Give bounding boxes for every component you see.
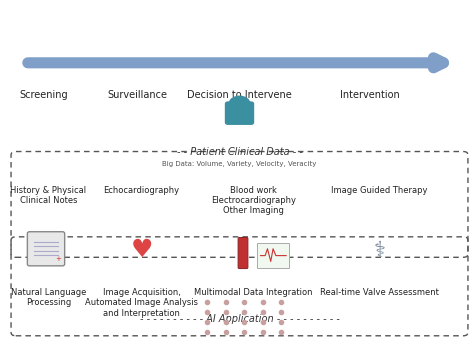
Text: Blood work
Electrocardiography
Other Imaging: Blood work Electrocardiography Other Ima… (211, 186, 296, 215)
FancyBboxPatch shape (226, 102, 254, 124)
Text: Echocardiography: Echocardiography (103, 186, 180, 195)
Circle shape (229, 96, 250, 111)
Text: - - - - - - - - - - AI Application - - - - - - - - - -: - - - - - - - - - - AI Application - - -… (139, 314, 339, 324)
Text: Natural Language
Processing: Natural Language Processing (10, 288, 86, 308)
Text: ♥: ♥ (130, 238, 153, 262)
Text: ⚕: ⚕ (374, 240, 385, 260)
Text: Intervention: Intervention (340, 90, 400, 100)
Text: Image Guided Therapy: Image Guided Therapy (331, 186, 428, 195)
Text: Screening: Screening (19, 90, 68, 100)
FancyBboxPatch shape (27, 232, 64, 266)
FancyBboxPatch shape (257, 243, 290, 268)
Text: - - Patient Clinical Data - -: - - Patient Clinical Data - - (176, 147, 302, 157)
Text: Image Acquisition,
Automated Image Analysis
and Interpretation: Image Acquisition, Automated Image Analy… (85, 288, 198, 318)
Text: Decision to Intervene: Decision to Intervene (187, 90, 292, 100)
Text: +: + (55, 256, 61, 262)
Text: Surveillance: Surveillance (107, 90, 167, 100)
Text: Multimodal Data Integration: Multimodal Data Integration (194, 288, 313, 297)
Text: Real-time Valve Assessment: Real-time Valve Assessment (320, 288, 439, 297)
FancyBboxPatch shape (238, 237, 248, 269)
Text: Big Data: Volume, Variety, Velocity, Veracity: Big Data: Volume, Variety, Velocity, Ver… (162, 161, 317, 167)
Text: History & Physical
Clinical Notes: History & Physical Clinical Notes (10, 186, 86, 205)
